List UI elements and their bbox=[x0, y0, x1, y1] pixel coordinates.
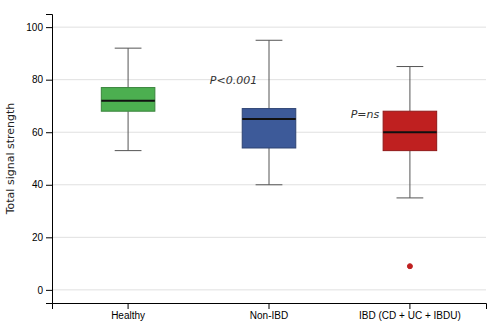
y-tick: 100 bbox=[26, 22, 52, 33]
y-axis: 0 20 40 60 80 100 bbox=[26, 15, 52, 304]
y-tick-label: 20 bbox=[32, 232, 44, 243]
y-tick-mark bbox=[46, 290, 52, 291]
annotation: P<0.001 bbox=[210, 74, 257, 87]
y-axis-line bbox=[46, 15, 53, 304]
y-tick-label: 60 bbox=[32, 127, 44, 138]
grid bbox=[52, 27, 486, 290]
chart: 0 20 40 60 80 100 Healthy Non-IBD IBD (CD + UC +… bbox=[0, 0, 500, 333]
plot: 0 20 40 60 80 100 Healthy Non-IBD IBD (CD + UC +… bbox=[26, 15, 486, 322]
x-tick-label: Non-IBD bbox=[250, 310, 288, 321]
x-tick: IBD (CD + UC + IBDU) bbox=[359, 303, 461, 321]
median bbox=[242, 118, 296, 120]
y-tick-label: 80 bbox=[32, 74, 44, 85]
grid-line bbox=[52, 184, 486, 185]
x-tick: Non-IBD bbox=[250, 303, 288, 321]
y-tick-label: 40 bbox=[32, 179, 44, 190]
box-body bbox=[101, 88, 155, 112]
boxes bbox=[101, 40, 436, 268]
x-tick: Healthy bbox=[111, 303, 145, 321]
y-tick: 0 bbox=[37, 285, 52, 296]
y-tick-label: 0 bbox=[37, 285, 43, 296]
x-tick-mark bbox=[269, 303, 270, 309]
y-tick-label: 100 bbox=[26, 22, 43, 33]
x-axis: Healthy Non-IBD IBD (CD + UC + IBDU) bbox=[53, 303, 487, 321]
annotation: P=ns bbox=[351, 108, 380, 121]
box-body bbox=[383, 111, 437, 150]
x-tick-mark bbox=[409, 303, 410, 309]
y-tick-mark bbox=[46, 132, 52, 133]
cap-high bbox=[115, 48, 142, 49]
y-tick-mark bbox=[46, 185, 52, 186]
box bbox=[383, 67, 437, 269]
y-tick: 60 bbox=[32, 127, 52, 138]
whisker-low bbox=[128, 111, 129, 150]
whisker-low bbox=[269, 148, 270, 185]
x-tick-label: Healthy bbox=[111, 310, 145, 321]
y-tick: 40 bbox=[32, 179, 52, 190]
grid-line bbox=[52, 27, 486, 28]
box bbox=[242, 40, 296, 185]
y-tick: 20 bbox=[32, 232, 52, 243]
whisker-high bbox=[269, 40, 270, 108]
cap-high bbox=[256, 40, 283, 41]
cap-high bbox=[397, 66, 424, 67]
median bbox=[101, 100, 155, 102]
x-tick-label: IBD (CD + UC + IBDU) bbox=[359, 310, 461, 321]
grid-line bbox=[52, 237, 486, 238]
y-tick: 80 bbox=[32, 74, 52, 85]
whisker-high bbox=[128, 48, 129, 87]
cap-low bbox=[115, 150, 142, 151]
median bbox=[383, 131, 437, 133]
y-axis-title: Total signal strength bbox=[4, 103, 17, 216]
y-tick-mark bbox=[46, 27, 52, 28]
whisker-low bbox=[409, 151, 410, 198]
box bbox=[101, 48, 155, 150]
cap-low bbox=[397, 197, 424, 198]
box-body bbox=[242, 109, 296, 148]
y-tick-mark bbox=[46, 80, 52, 81]
x-tick-mark bbox=[128, 303, 129, 309]
cap-low bbox=[256, 184, 283, 185]
y-tick-mark bbox=[46, 237, 52, 238]
flier bbox=[407, 264, 412, 269]
x-axis-line bbox=[53, 304, 487, 310]
grid-line bbox=[52, 289, 486, 290]
whisker-high bbox=[409, 67, 410, 112]
